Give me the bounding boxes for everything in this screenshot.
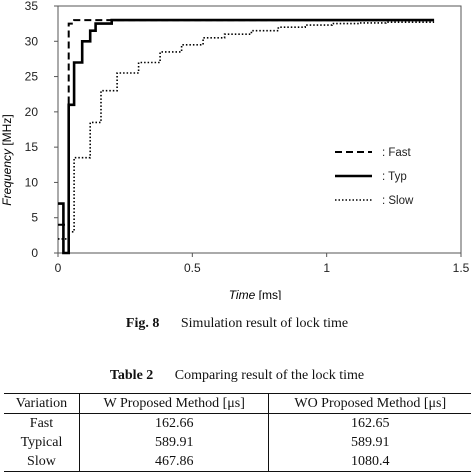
legend-label: : Typ <box>382 171 407 183</box>
x-tick-label: 1.5 <box>453 261 470 275</box>
series-line-dotted <box>58 21 435 240</box>
row-variation: Fast <box>29 416 54 431</box>
row-wo-proposed: 1080.4 <box>268 452 471 472</box>
x-tick-label: 1 <box>323 261 330 275</box>
table-header-row: Variation W Proposed Method [μs] WO Prop… <box>4 393 471 414</box>
header-w-proposed: W Proposed Method [μs] <box>78 393 269 414</box>
row-wo-proposed: 162.65 <box>268 413 471 433</box>
chart-series <box>58 18 435 255</box>
y-tick-label: 15 <box>25 140 39 154</box>
y-axis-label-unit: [MHz] <box>0 114 14 145</box>
table-caption: Table 2 Comparing result of the lock tim… <box>0 368 474 384</box>
figure-caption: Fig. 8 Simulation result of lock time <box>0 316 474 332</box>
legend-label: : Slow <box>382 195 414 207</box>
row-w-proposed: 162.66 <box>78 413 269 433</box>
table-row: Slow 467.86 1080.4 <box>4 452 471 472</box>
x-axis-label: Time [ms] <box>229 288 282 300</box>
chart-legend: : Fast : Typ : Slow <box>335 147 414 207</box>
y-tick-label: 25 <box>25 70 39 84</box>
x-axis-label-unit: [ms] <box>259 288 282 300</box>
table-row: Fast 162.66 162.65 <box>4 413 471 433</box>
table-caption-label: Table 2 <box>109 368 154 383</box>
x-tick-label: 0 <box>55 261 62 275</box>
row-variation: Typical <box>20 435 63 450</box>
lock-time-table: Variation W Proposed Method [μs] WO Prop… <box>4 393 471 472</box>
y-tick-label: 0 <box>31 246 38 260</box>
table-row: Typical 589.91 589.91 <box>4 433 471 452</box>
y-axis-label-name: Frequency <box>0 148 14 206</box>
legend-label: : Fast <box>382 147 412 159</box>
series-line-dashed <box>58 19 435 226</box>
header-wo-proposed: WO Proposed Method [μs] <box>268 393 471 414</box>
y-tick-label: 20 <box>25 105 39 119</box>
y-tick-label: 35 <box>25 0 39 13</box>
row-w-proposed: 589.91 <box>78 433 269 452</box>
y-axis-label: Frequency [MHz] <box>0 114 14 205</box>
series-line-solid <box>58 18 435 255</box>
x-tick-label: 0.5 <box>184 261 201 275</box>
table-caption-text: Comparing result of the lock time <box>174 368 365 383</box>
row-variation: Slow <box>4 452 80 472</box>
lock-time-chart: 0 5 10 15 20 25 30 35 0 0.5 1 1.5 : Fast : Typ : Slow… <box>0 0 470 300</box>
row-wo-proposed: 589.91 <box>268 433 471 452</box>
y-tick-label: 30 <box>25 34 39 48</box>
y-tick-label: 10 <box>25 175 39 189</box>
figure-caption-text: Simulation result of lock time <box>180 316 349 331</box>
chart-axes <box>54 5 462 257</box>
row-w-proposed: 467.86 <box>78 452 269 472</box>
plot-frame <box>57 5 462 254</box>
x-axis-label-name: Time <box>229 288 256 300</box>
chart-tick-labels: 0 5 10 15 20 25 30 35 0 0.5 1 1.5 <box>25 0 470 275</box>
figure-caption-label: Fig. 8 <box>125 316 160 331</box>
y-tick-label: 5 <box>31 211 38 225</box>
header-variation: Variation <box>4 393 80 414</box>
